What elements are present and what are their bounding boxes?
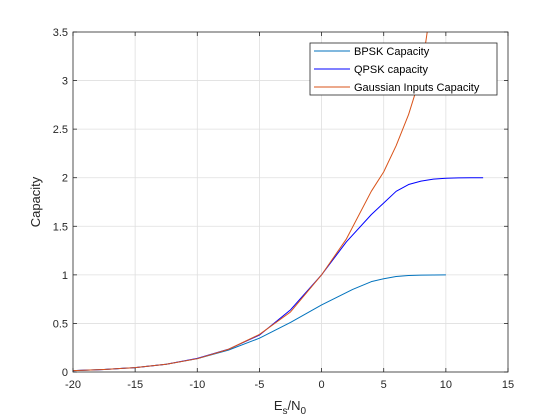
grid-lines (73, 32, 508, 372)
axis-ticks: -20 -15 -10 -5 0 5 10 15 0 0.5 1 1.5 2 2.5 3 3.5 (53, 27, 514, 391)
gaussian-capacity-line (73, 32, 428, 372)
series-lines (73, 32, 484, 372)
x-tick-label: -15 (127, 379, 143, 391)
y-tick-label: 3.5 (53, 27, 68, 39)
y-tick-label: 0 (62, 367, 68, 379)
x-tick-label: 5 (381, 379, 387, 391)
x-tick-label: 0 (319, 379, 325, 391)
y-tick-label: 1 (62, 270, 68, 282)
y-tick-label: 3 (62, 76, 68, 88)
y-axis-label: Capacity (28, 176, 43, 227)
legend-label-bpsk: BPSK Capacity (354, 46, 430, 58)
x-tick-label: -10 (189, 379, 205, 391)
y-tick-label: 1.5 (53, 221, 68, 233)
y-tick-label: 0.5 (53, 318, 68, 330)
legend-label-gaussian: Gaussian Inputs Capacity (354, 82, 480, 94)
x-tick-label: 10 (440, 379, 452, 391)
x-tick-label: 15 (502, 379, 514, 391)
y-tick-label: 2 (62, 173, 68, 185)
plot-frame (72, 31, 509, 373)
x-tick-label: -5 (255, 379, 265, 391)
y-tick-label: 2.5 (53, 124, 68, 136)
x-axis-label: Es/N0 (274, 398, 307, 417)
x-tick-label: -20 (65, 379, 81, 391)
legend: BPSK Capacity QPSK capacity Gaussian Inp… (309, 42, 498, 96)
legend-label-qpsk: QPSK capacity (354, 64, 428, 76)
